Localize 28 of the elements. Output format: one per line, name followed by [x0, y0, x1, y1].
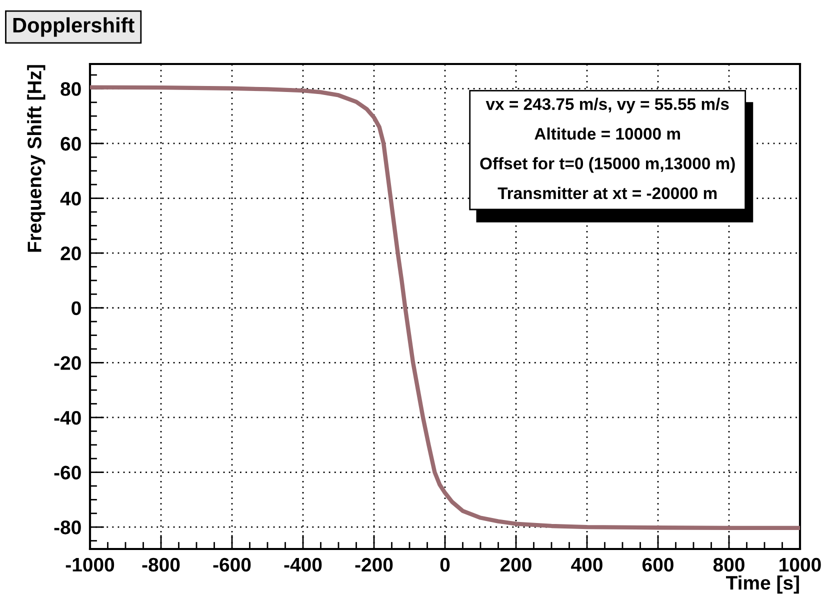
y-tick-label: 60: [60, 136, 81, 151]
annotation: vx = 243.75 m/s, vy = 55.55 m/s: [486, 98, 729, 114]
x-tick-label: 600: [642, 558, 674, 572]
x-tick-label: 0: [440, 558, 450, 572]
y-axis-title: Frequency Shift [Hz]: [27, 65, 46, 252]
annotation: Offset for t=0 (15000 m,13000 m): [480, 157, 735, 173]
x-axis-title: Time [s]: [726, 575, 799, 594]
y-tick-label: 40: [60, 192, 81, 206]
y-tick-label: 0: [72, 301, 81, 316]
x-tick-label: -400: [284, 558, 322, 572]
x-tick-label: 800: [713, 558, 744, 572]
annotation: Altitude = 10000 m: [534, 127, 680, 140]
y-tick-label: -60: [54, 466, 81, 480]
y-tick-label: 80: [60, 82, 81, 96]
x-tick-label: -800: [142, 558, 180, 572]
x-tick-label: -600: [213, 558, 251, 572]
x-tick-label: -1000: [66, 558, 114, 572]
y-tick-label: -40: [54, 410, 81, 425]
y-tick-label: -80: [54, 520, 81, 534]
x-tick-label: -200: [355, 558, 393, 572]
y-tick-label: -20: [54, 356, 81, 370]
x-tick-label: 400: [571, 558, 602, 572]
chart-title: Dopplershift: [13, 17, 134, 37]
y-tick-label: 20: [60, 246, 81, 260]
line-series: [90, 85, 800, 530]
x-tick-label: 1000: [780, 558, 821, 572]
annotation: Transmitter at xt = -20000 m: [498, 186, 717, 200]
x-tick-label: 200: [500, 558, 532, 572]
